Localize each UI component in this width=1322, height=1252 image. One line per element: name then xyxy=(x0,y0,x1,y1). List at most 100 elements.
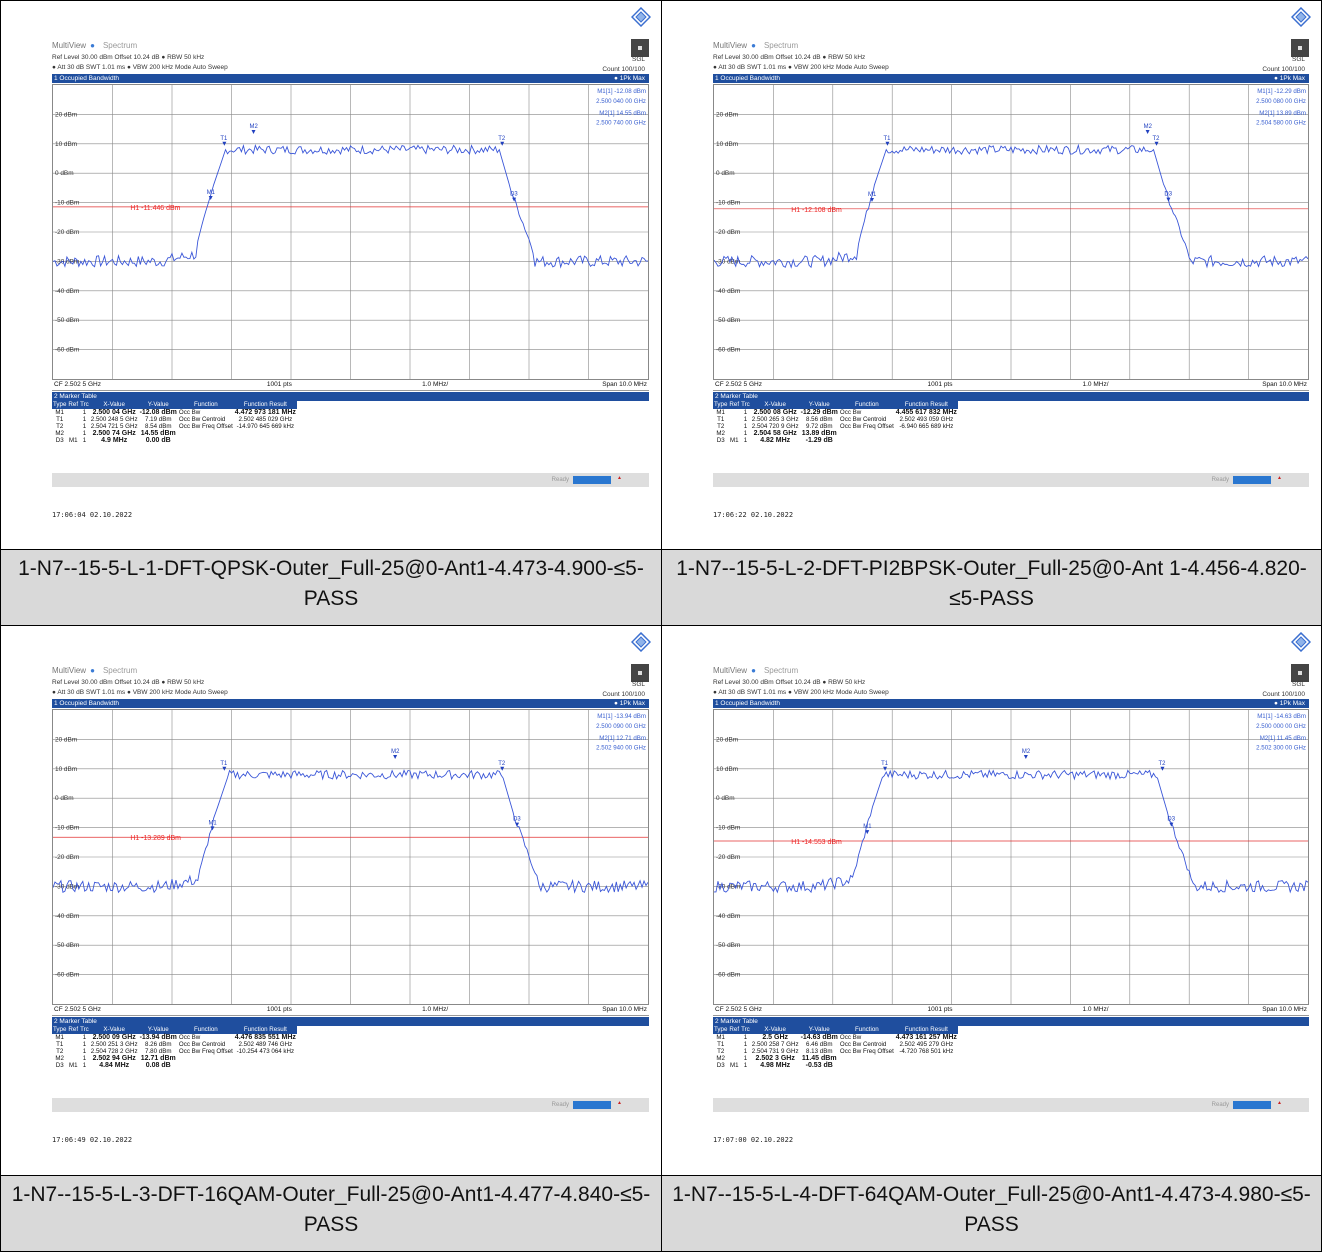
marker-m1 xyxy=(210,826,215,831)
multiview-tab[interactable]: MultiView xyxy=(52,666,87,675)
m1-readout: M1[1] -13.94 dBm xyxy=(597,713,646,720)
sgl-label: SGL xyxy=(1291,56,1305,63)
marker-d3-label: D3 xyxy=(513,817,521,823)
trace-mode: ● 1Pk Max xyxy=(613,75,645,82)
multiview-tab[interactable]: MultiView xyxy=(713,666,748,675)
table-cell: Occ Bw Centroid xyxy=(178,1041,226,1048)
y-tick-label: -30 dBm xyxy=(55,883,79,890)
axis-info: CF 2.502 5 GHz 1001 pts 1.0 MHz/Span 10.0 … xyxy=(713,1006,1309,1016)
table-cell: 2.502 485 029 GHz xyxy=(238,416,293,423)
toolbar-toggle-button[interactable] xyxy=(1291,39,1309,57)
y-tick-label: -60 dBm xyxy=(716,347,740,354)
spectrum-tab[interactable]: Spectrum xyxy=(102,41,138,50)
table-cell: D3 xyxy=(716,437,725,444)
table-cell xyxy=(839,1055,895,1062)
y-tick-label: -30 dBm xyxy=(55,258,79,265)
sweep-progress-bar xyxy=(573,1101,611,1109)
spectrum-trace xyxy=(53,769,648,894)
occupied-bandwidth-title: 1 Occupied Bandwidth ● 1Pk Max xyxy=(713,74,1309,83)
rs-logo-icon: ▲ xyxy=(617,475,622,481)
m1-freq-readout: 2.500 080 00 GHz xyxy=(1256,98,1306,105)
table-cell: 2.504 58 GHz xyxy=(753,430,797,437)
spectrum-plot: 20 dBm 10 dBm 0 dBm -10 dBm -20 dBm -30 dBm -4… xyxy=(52,84,649,380)
table-cell xyxy=(895,430,958,437)
table-cell: T2 xyxy=(56,423,64,430)
table-cell: 2.500 258 7 GHz xyxy=(751,1041,799,1048)
m2-readout: M2[1] 11.45 dBm xyxy=(1260,735,1306,742)
ready-status: Ready xyxy=(551,477,569,483)
table-cell xyxy=(67,1048,79,1055)
marker-table-title: 2 Marker Table xyxy=(52,1017,649,1026)
column-header: Ref xyxy=(728,401,741,409)
table-cell xyxy=(67,1055,79,1062)
marker-d3 xyxy=(1166,197,1171,202)
span: Span 10.0 MHz xyxy=(602,1006,647,1013)
table-cell: Occ Bw Freq Offset xyxy=(839,423,894,430)
toolbar-toggle-button[interactable] xyxy=(631,39,649,57)
spectrum-tab[interactable]: Spectrum xyxy=(763,666,799,675)
table-row: T1 1 2.500 248 5 GHz 7.19 dBm Occ Bw Centroi… xyxy=(52,416,297,423)
column-header: Function xyxy=(838,1026,895,1034)
table-cell xyxy=(67,1034,79,1041)
table-cell xyxy=(728,1055,740,1062)
y-tick-label: 10 dBm xyxy=(55,766,77,773)
y-tick-label: -20 dBm xyxy=(55,229,79,236)
m2-freq-readout: 2.504 580 00 GHz xyxy=(1256,120,1306,127)
spectrum-tab[interactable]: Spectrum xyxy=(102,666,138,675)
m2-readout: M2[1] 14.55 dBm xyxy=(599,110,646,117)
toolbar-toggle-button[interactable] xyxy=(1291,664,1309,682)
table-cell: Occ Bw Centroid xyxy=(839,1041,887,1048)
marker-table: Type Ref Trc X-Value Y-Value Function Function… xyxy=(713,401,958,444)
h1-label: H1 -14.553 dBm xyxy=(791,839,842,846)
multiview-tab[interactable]: MultiView xyxy=(52,41,87,50)
table-row: T2 1 2.504 720 9 GHz 9.72 dBm Occ Bw Freq Of… xyxy=(713,423,958,430)
timestamp: 17:06:49 02.10.2022 xyxy=(52,1136,133,1144)
occupied-bandwidth-title: 1 Occupied Bandwidth ● 1Pk Max xyxy=(52,74,649,83)
table-cell: -4.720 768 501 kHz xyxy=(899,1048,954,1055)
column-header: Function Result xyxy=(233,1026,297,1034)
y-tick-label: -40 dBm xyxy=(716,288,740,295)
marker-table-header: Type Ref Trc X-Value Y-Value Function Function… xyxy=(52,401,297,409)
marker-t2-label: T2 xyxy=(1158,761,1165,767)
table-cell: 1 xyxy=(82,423,87,430)
screenshot-panel: MultiView ● Spectrum Ref Level 30.00 dBm Of… xyxy=(661,0,1322,550)
table-row: M2 1 2.500 74 GHz 14.55 dBm xyxy=(52,430,297,437)
table-cell: 8.26 dBm xyxy=(145,1041,172,1048)
multiview-tab[interactable]: MultiView xyxy=(713,41,748,50)
att-line: ● Att 30 dB SWT 1.01 ms ● VBW 200 kHz Mo… xyxy=(52,689,228,696)
table-cell: 2.502 493 059 GHz xyxy=(899,416,954,423)
marker-table: Type Ref Trc X-Value Y-Value Function Function… xyxy=(52,401,297,444)
table-cell: 1 xyxy=(82,1041,87,1048)
y-tick-label: 20 dBm xyxy=(55,736,77,743)
column-header: Y-Value xyxy=(799,401,839,409)
marker-table: Type Ref Trc X-Value Y-Value Function Function… xyxy=(713,1026,958,1069)
table-cell xyxy=(67,430,79,437)
y-tick-label: 0 dBm xyxy=(716,170,735,177)
spectrum-tab[interactable]: Spectrum xyxy=(763,41,799,50)
table-cell: Occ Bw Freq Offset xyxy=(178,423,233,430)
span: Span 10.0 MHz xyxy=(1262,1006,1307,1013)
center-frequency: CF 2.502 5 GHz xyxy=(715,1006,762,1013)
table-cell: Occ Bw xyxy=(178,1034,201,1041)
table-cell: 1 xyxy=(743,1034,748,1041)
marker-t2 xyxy=(1160,766,1165,771)
marker-m1 xyxy=(865,830,870,835)
sweep-progress-bar xyxy=(1233,476,1271,484)
table-cell: Occ Bw xyxy=(839,409,862,416)
toolbar-toggle-button[interactable] xyxy=(631,664,649,682)
table-cell: 13.89 dBm xyxy=(801,430,837,437)
marker-d3-label: D3 xyxy=(510,192,518,198)
y-tick-label: 10 dBm xyxy=(716,766,738,773)
frequency-division: 1.0 MHz/ xyxy=(1082,381,1109,388)
column-header: Ref xyxy=(67,1026,80,1034)
table-cell: 1 xyxy=(743,1041,748,1048)
column-header: Function Result xyxy=(233,401,297,409)
column-header: Trc xyxy=(740,401,751,409)
table-cell: T1 xyxy=(56,1041,64,1048)
y-tick-label: -40 dBm xyxy=(55,288,79,295)
table-cell: 1 xyxy=(743,1055,748,1062)
y-tick-label: -60 dBm xyxy=(55,972,79,979)
table-row: T2 1 2.504 731 9 GHz 8.13 dBm Occ Bw Freq Of… xyxy=(713,1048,958,1055)
marker-d3-label: D3 xyxy=(1167,817,1175,823)
bar-title: 1 Occupied Bandwidth xyxy=(715,700,781,707)
